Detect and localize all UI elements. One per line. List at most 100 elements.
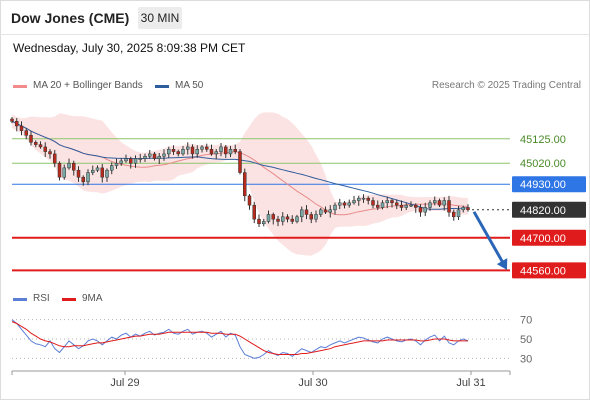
candle-body — [133, 158, 138, 164]
candle-22 — [114, 158, 119, 169]
forecast-arrow-head — [496, 258, 508, 270]
candle-7 — [43, 142, 47, 157]
candle-body — [395, 202, 399, 206]
candle-body — [81, 176, 85, 183]
candle-71 — [347, 199, 351, 208]
candle-17 — [91, 165, 95, 176]
candle-64 — [314, 210, 318, 223]
candle-body — [428, 202, 432, 208]
rsi-tick-70: 70 — [520, 315, 532, 327]
candle-6 — [38, 141, 43, 149]
candle-body — [200, 146, 204, 150]
candle-30 — [152, 152, 157, 161]
candle-body — [328, 209, 332, 213]
candle-body — [67, 162, 71, 169]
candle-35 — [176, 149, 180, 157]
rsi-line — [11, 319, 469, 359]
candle-body — [57, 162, 62, 178]
price-tag-45020.00: 45020.00 — [520, 158, 566, 170]
candle-body — [233, 149, 237, 152]
candle-63 — [309, 211, 313, 224]
candle-body — [247, 195, 252, 206]
candle-20 — [105, 168, 109, 182]
candle-95 — [461, 205, 465, 213]
candle-body — [433, 200, 437, 204]
timeframe-badge[interactable]: 30 MIN — [138, 7, 182, 29]
candle-body — [456, 209, 461, 218]
ma20-legend-label: MA 20 + Bollinger Bands — [33, 80, 143, 91]
x-tick-label-Jul-29: Jul 29 — [110, 377, 139, 389]
candle-83 — [404, 202, 408, 211]
candle-41 — [205, 143, 209, 152]
candle-74 — [361, 194, 366, 203]
candle-body — [409, 204, 413, 207]
candle-body — [309, 214, 313, 220]
candle-66 — [323, 206, 328, 214]
price-tag-text: 44820.00 — [520, 205, 566, 217]
candle-body — [319, 209, 323, 215]
price-tag-text: 44700.00 — [520, 233, 566, 245]
candle-body — [171, 149, 176, 152]
x-tick-label-Jul-30: Jul 30 — [298, 377, 327, 389]
candle-body — [281, 216, 285, 222]
candle-77 — [376, 200, 380, 211]
candle-29 — [148, 149, 152, 159]
candle-42 — [209, 144, 214, 156]
candle-81 — [395, 199, 399, 210]
candle-40 — [200, 145, 204, 153]
candle-body — [157, 155, 161, 159]
price-tag-text: 44560.00 — [520, 265, 566, 277]
candle-body — [262, 221, 266, 225]
candle-46 — [228, 146, 233, 158]
candle-body — [238, 151, 242, 173]
candle-body — [167, 149, 171, 155]
price-tag-text: 45020.00 — [520, 158, 566, 170]
candle-24 — [124, 154, 128, 163]
candle-body — [43, 146, 47, 152]
candle-21 — [110, 162, 114, 175]
candle-body — [437, 200, 442, 206]
candle-body — [385, 200, 389, 204]
candle-33 — [167, 146, 171, 158]
x-tick-label-Jul-31: Jul 31 — [456, 377, 485, 389]
candle-body — [10, 118, 14, 122]
candle-body — [224, 146, 228, 155]
candle-8 — [48, 149, 52, 159]
candle-body — [119, 160, 123, 164]
candle-body — [38, 144, 43, 148]
candle-56 — [276, 215, 280, 227]
candle-body — [190, 146, 195, 155]
candle-55 — [271, 212, 275, 225]
candle-body — [24, 130, 28, 136]
chart-datetime: Wednesday, July 30, 2025 8:09:38 PM CET — [13, 41, 246, 55]
candle-47 — [233, 144, 237, 155]
candle-37 — [186, 142, 190, 155]
candle-31 — [157, 152, 161, 164]
price-tag-text: 44930.00 — [520, 179, 566, 191]
candle-76 — [371, 197, 375, 209]
candle-body — [124, 158, 128, 162]
candle-13 — [72, 160, 76, 176]
candle-96 — [466, 204, 470, 212]
candle-body — [266, 214, 271, 222]
price-tag-44700.00: 44700.00 — [512, 229, 586, 246]
candle-59 — [290, 215, 294, 225]
candle-body — [447, 200, 451, 213]
candle-18 — [95, 165, 100, 173]
candle-90 — [437, 198, 442, 208]
candle-34 — [171, 145, 176, 155]
candle-0 — [10, 117, 14, 124]
candle-49 — [243, 168, 247, 202]
price-tag-44820.00: 44820.00 — [512, 201, 586, 218]
candle-72 — [352, 195, 356, 205]
candle-67 — [328, 205, 332, 218]
candle-50 — [247, 193, 252, 210]
candle-body — [176, 151, 180, 155]
candle-16 — [86, 169, 90, 186]
candle-body — [371, 200, 375, 206]
candle-body — [205, 146, 209, 150]
ma50-legend-swatch — [155, 85, 169, 88]
candle-body — [380, 202, 385, 208]
candle-body — [195, 149, 199, 155]
